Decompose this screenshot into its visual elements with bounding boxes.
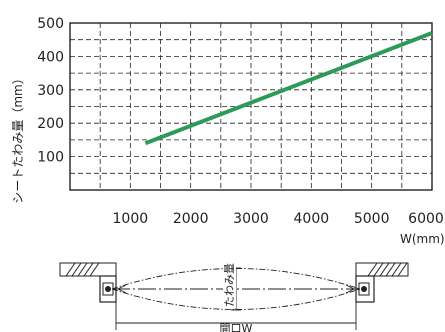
y-tick-labels: 100 200 300 400 500 [37,16,64,166]
left-wall [59,262,117,303]
x-tick-label: 5000 [354,211,390,227]
x-axis-label: W(mm) [400,232,445,246]
right-wall [355,262,409,303]
y-tick-label: 400 [37,49,64,65]
series-layer [144,31,433,146]
x-tick-label: 4000 [294,211,330,227]
sag-curve-lower [111,288,361,310]
series-line [144,31,433,146]
opening-label: 開口W [220,322,253,332]
y-tick-label: 100 [37,150,64,166]
x-tick-label: 2000 [173,211,209,227]
y-tick-label: 200 [37,116,64,132]
x-tick-label: 3000 [233,211,269,227]
sag-label: たわみ量 [223,263,236,307]
x-tick-label: 1000 [113,211,149,227]
grid [70,23,432,190]
y-axis-label: シートたわみ量（mm） [11,72,25,203]
x-tick-label: 6000 [408,211,444,227]
y-tick-label: 500 [37,16,64,32]
x-tick-labels: 1000 2000 3000 4000 5000 6000 [113,211,444,227]
y-tick-label: 300 [37,83,64,99]
opening-diagram: たわみ量 開口W [59,262,409,332]
sag-curve-upper [111,268,361,290]
